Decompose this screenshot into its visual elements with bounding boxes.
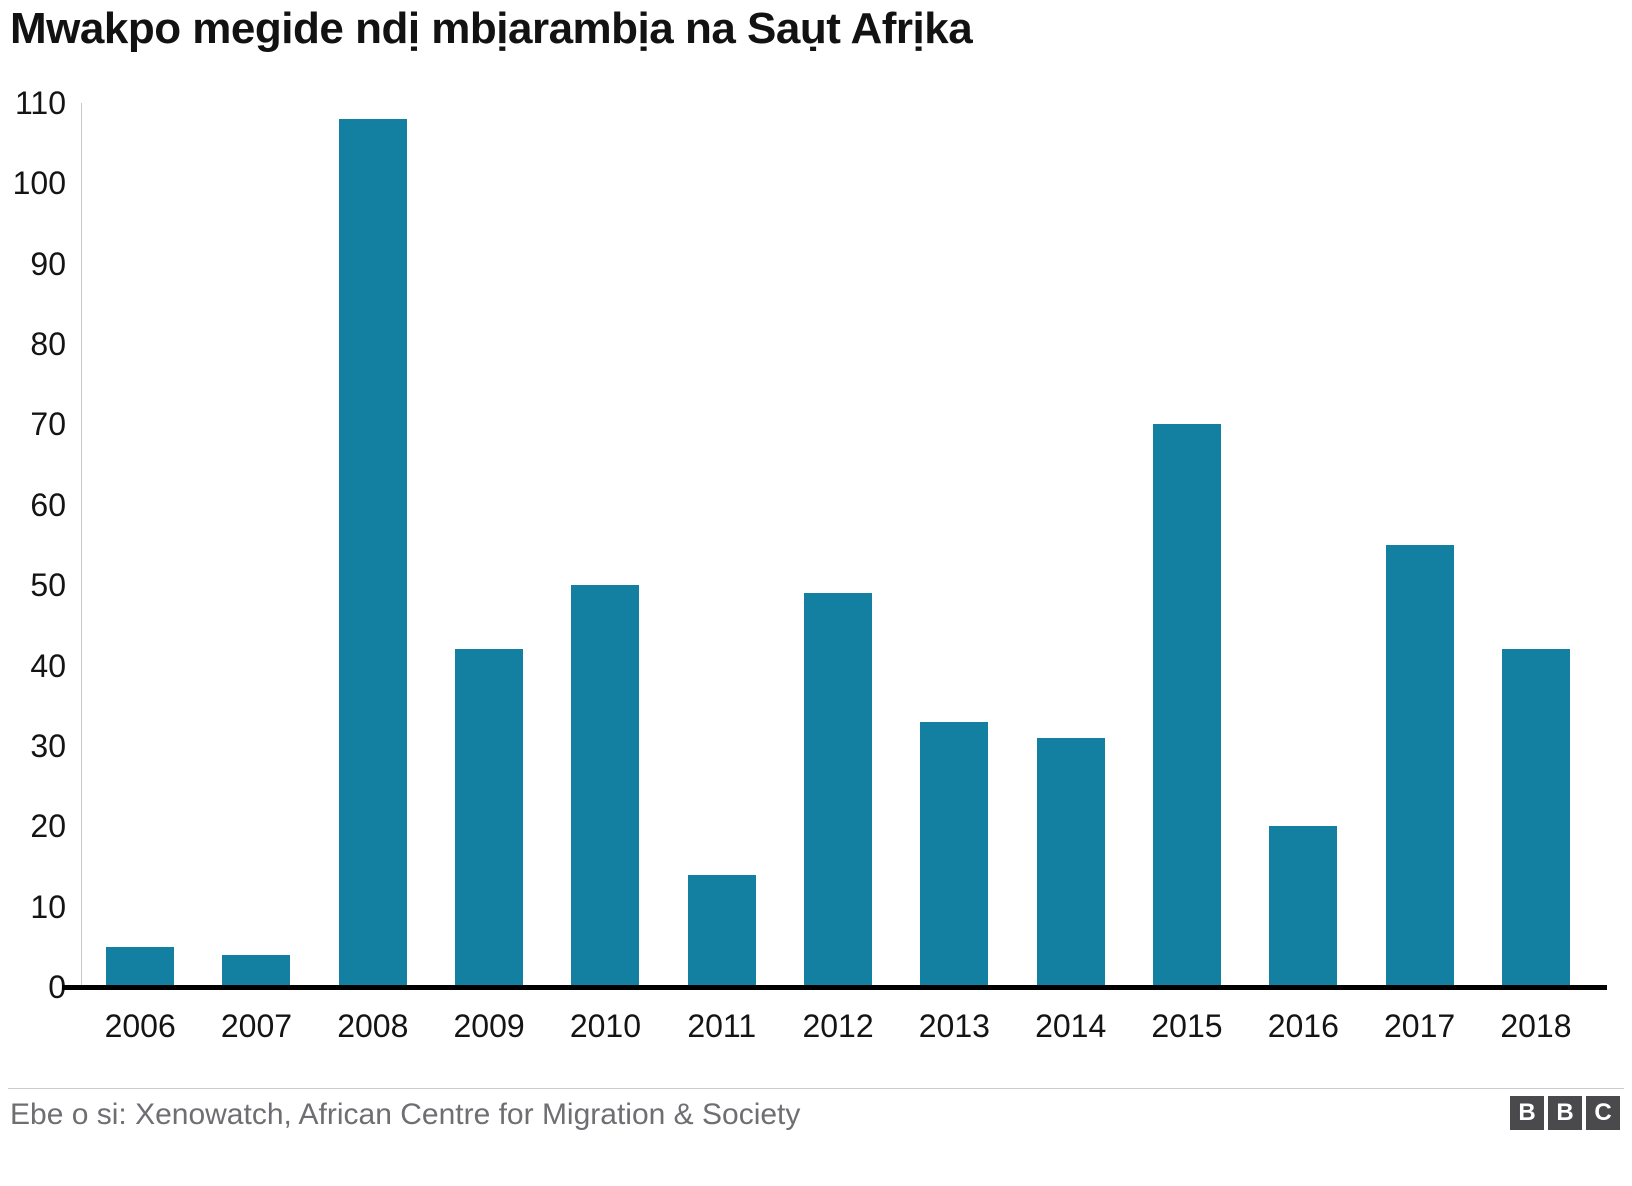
bar-slot <box>780 103 896 987</box>
y-tick-label: 40 <box>30 647 66 684</box>
bar-2007 <box>222 954 291 987</box>
y-tick-label: 80 <box>30 326 66 363</box>
x-tick-label: 2011 <box>687 1008 757 1044</box>
bar-slot <box>1129 103 1245 987</box>
y-tick-label: 90 <box>30 245 66 282</box>
bar-2010 <box>571 585 640 987</box>
bar-slot <box>431 103 547 987</box>
x-tick-label: 2008 <box>337 1008 409 1044</box>
y-tick-label: 70 <box>30 406 66 443</box>
y-tick-label: 30 <box>30 727 66 764</box>
y-tick-label: 20 <box>30 808 66 845</box>
bar-2015 <box>1152 424 1221 987</box>
bbc-logo: B B C <box>1510 1096 1620 1130</box>
bar-2008 <box>338 119 407 987</box>
x-tick-label: 2016 <box>1267 1008 1339 1044</box>
y-tick-label: 0 <box>48 969 66 1005</box>
bar-slot <box>664 103 780 987</box>
bar-slot <box>1245 103 1361 987</box>
chart-title: Mwakpo megide ndị mbịarambịa na Saụt Afr… <box>10 4 973 53</box>
x-tick-label: 2009 <box>453 1008 525 1044</box>
x-tick-label: 2014 <box>1035 1008 1107 1044</box>
x-axis-labels: 2006 2007 2008 2009 2010 2011 2012 2013 2014 2015… <box>82 1008 1594 1045</box>
x-tick-label: 2012 <box>802 1008 874 1044</box>
bar-slot <box>1013 103 1129 987</box>
footer-divider <box>8 1088 1624 1089</box>
bbc-logo-block-b1: B <box>1510 1096 1544 1130</box>
x-tick-label: 2006 <box>104 1008 176 1044</box>
bar-slot <box>1478 103 1594 987</box>
y-axis: 0 10 20 30 40 50 60 70 80 90 100 110 <box>0 87 66 1003</box>
bar-2012 <box>804 593 873 987</box>
y-tick-label: 100 <box>12 165 66 202</box>
y-tick-label: 10 <box>30 888 66 925</box>
bbc-logo-block-c: C <box>1586 1096 1620 1130</box>
bar-2006 <box>106 946 175 987</box>
plot-area <box>82 103 1594 987</box>
bar-2014 <box>1036 737 1105 987</box>
bar-slot <box>315 103 431 987</box>
bar-slot <box>896 103 1012 987</box>
x-tick-label: 2015 <box>1151 1008 1223 1044</box>
bar-2017 <box>1385 545 1454 987</box>
x-tick-label: 2017 <box>1384 1008 1456 1044</box>
bar-2013 <box>920 721 989 987</box>
bar-slot <box>547 103 663 987</box>
y-tick-label: 110 <box>14 85 66 121</box>
y-tick-label: 60 <box>30 486 66 523</box>
bbc-logo-block-b2: B <box>1548 1096 1582 1130</box>
x-tick-label: 2018 <box>1500 1008 1572 1044</box>
bar-2011 <box>687 874 756 987</box>
x-axis-line <box>62 985 1607 990</box>
x-tick-label: 2013 <box>918 1008 990 1044</box>
bar-slot <box>198 103 314 987</box>
x-tick-label: 2010 <box>569 1008 641 1044</box>
x-tick-label: 2007 <box>220 1008 293 1044</box>
bar-2016 <box>1269 826 1338 987</box>
bar-slot <box>82 103 198 987</box>
source-text: Ebe o si: Xenowatch, African Centre for … <box>10 1098 801 1131</box>
bar-2018 <box>1501 649 1570 987</box>
bar-2009 <box>455 649 524 987</box>
y-tick-label: 50 <box>30 567 66 604</box>
y-axis-line <box>81 103 82 987</box>
bar-slot <box>1361 103 1477 987</box>
